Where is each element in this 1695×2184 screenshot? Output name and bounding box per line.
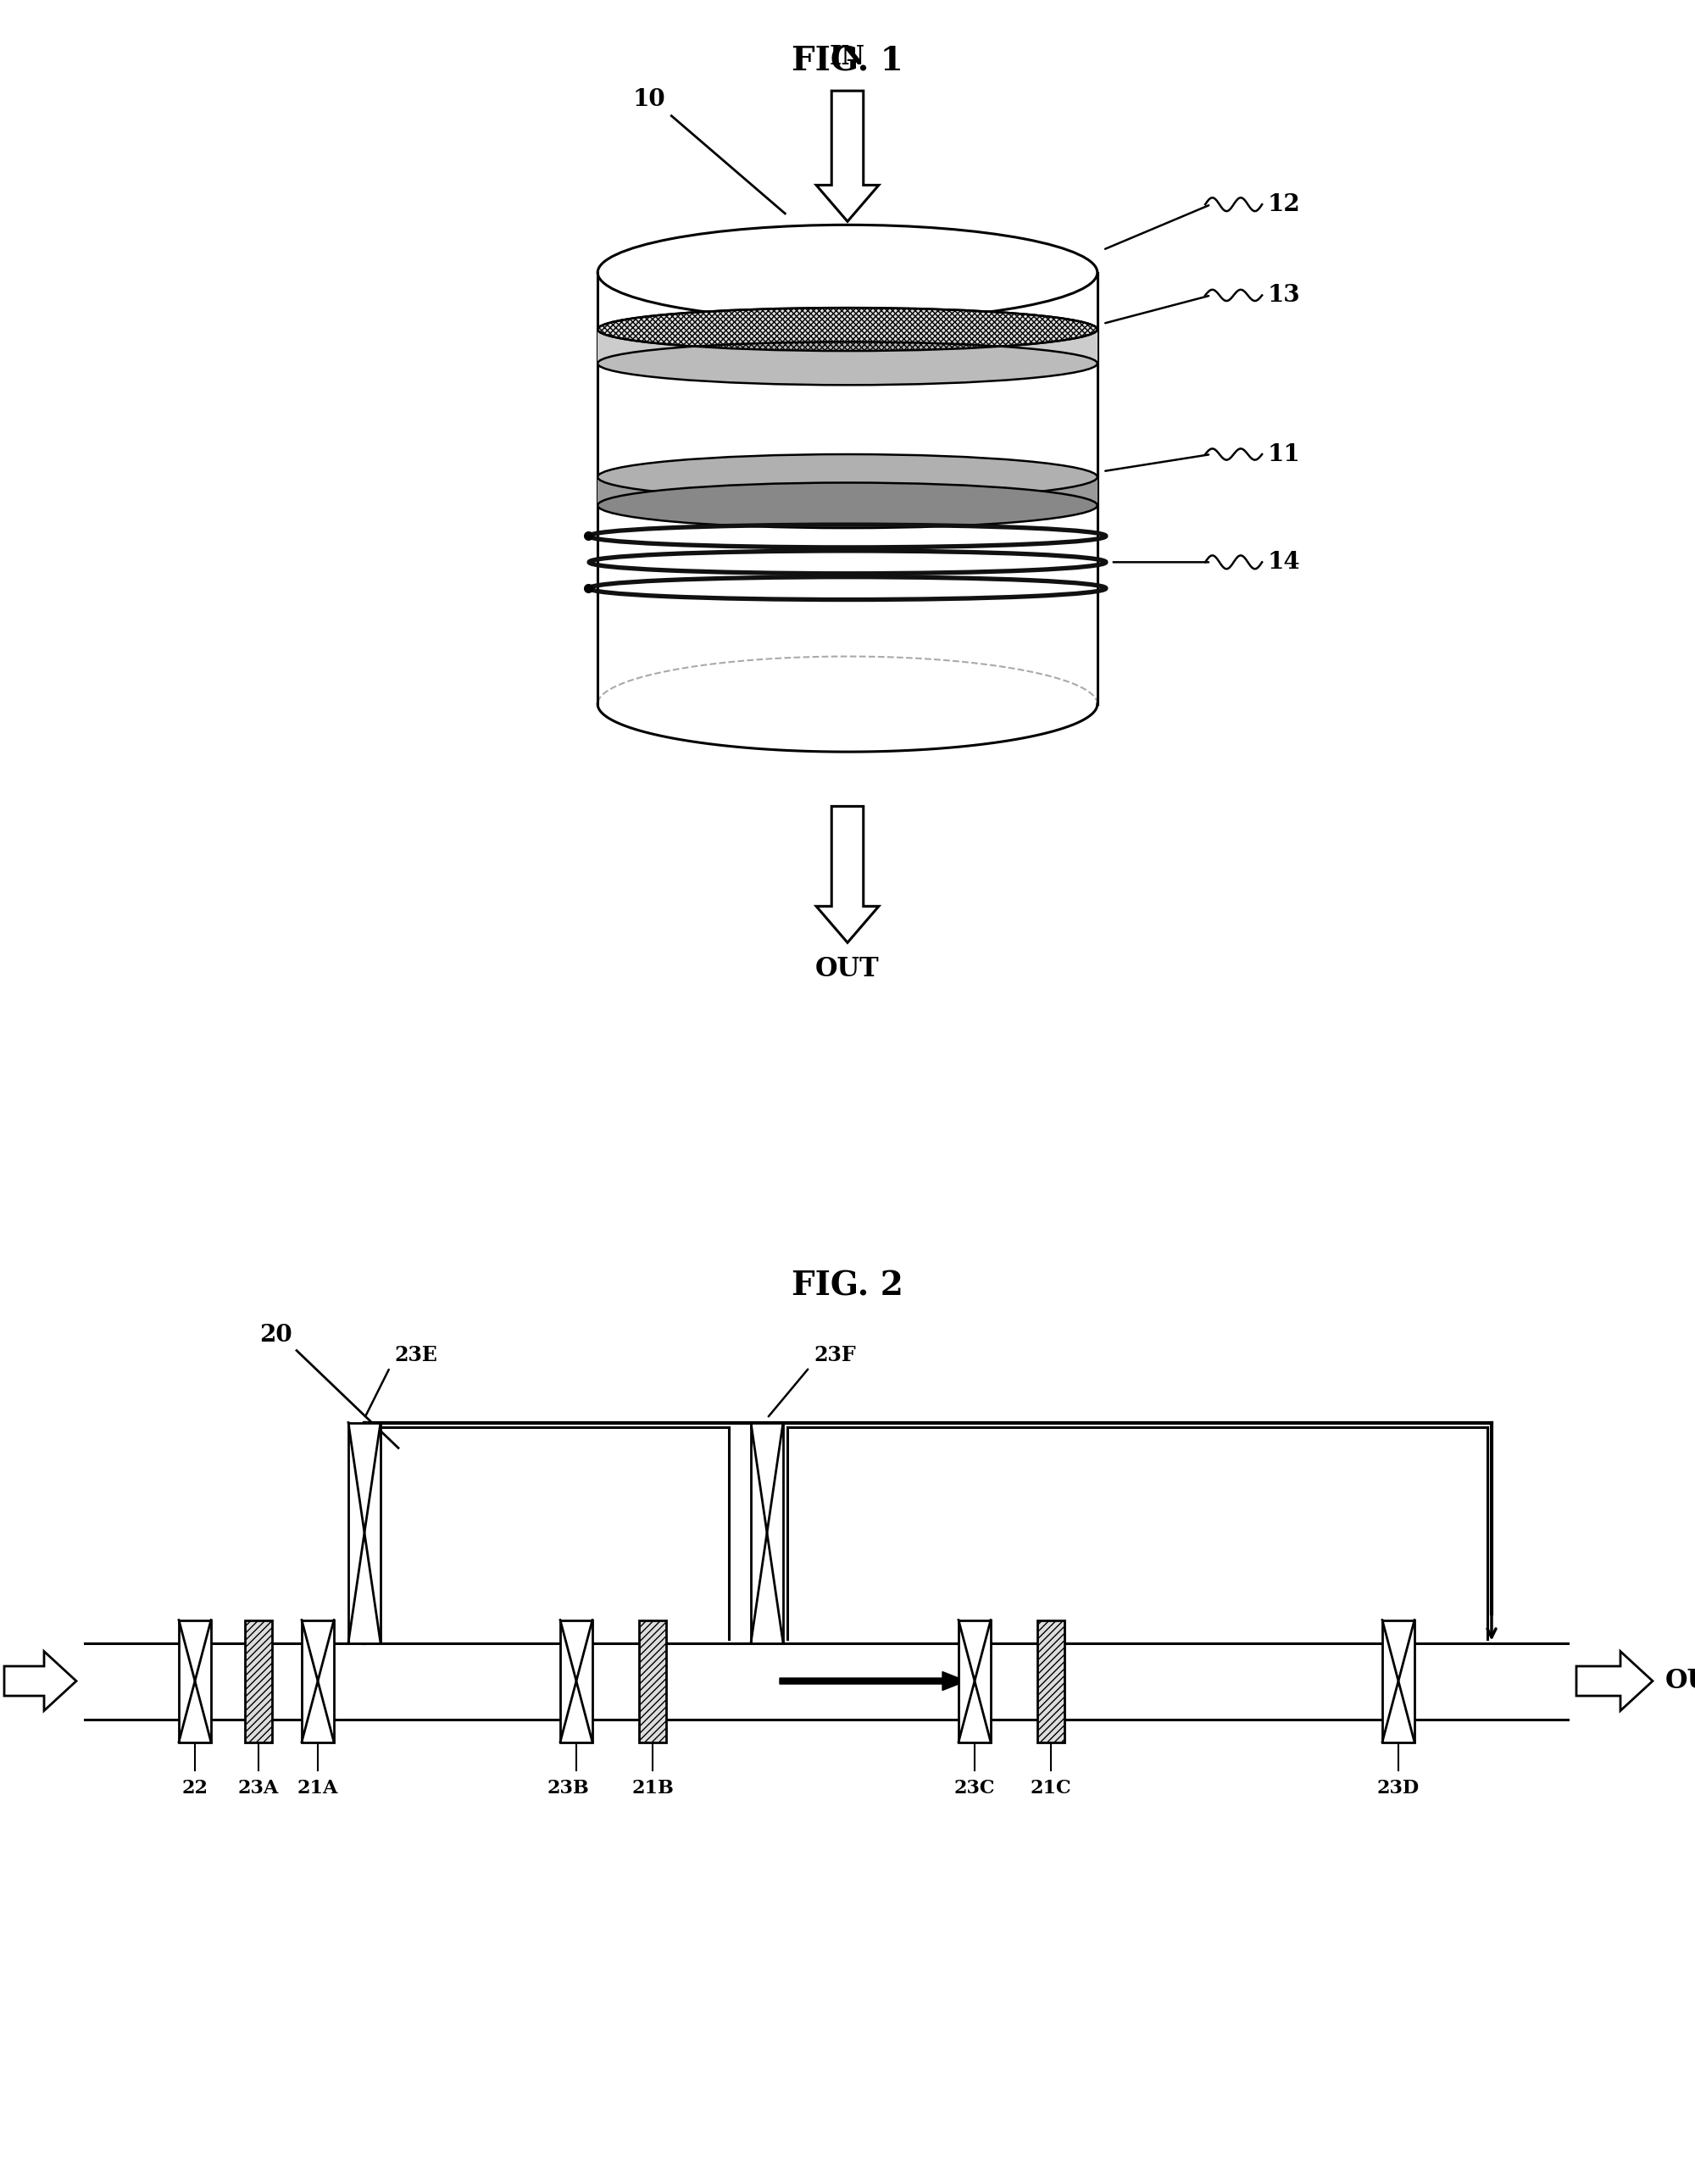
Bar — [1037, 1621, 1064, 1743]
Bar — [751, 1422, 783, 1642]
FancyArrow shape — [817, 92, 878, 221]
FancyArrow shape — [780, 1671, 966, 1690]
Text: 10: 10 — [632, 87, 666, 111]
Text: FIG. 1: FIG. 1 — [792, 46, 903, 79]
Bar — [349, 1422, 380, 1642]
FancyArrow shape — [5, 1651, 76, 1710]
Text: 23B: 23B — [547, 1778, 588, 1797]
Ellipse shape — [598, 483, 1097, 529]
Bar — [639, 1621, 666, 1743]
Bar — [1381, 1621, 1414, 1743]
Bar — [302, 1621, 334, 1743]
Text: 14: 14 — [1268, 550, 1300, 574]
Text: 23A: 23A — [237, 1778, 280, 1797]
FancyArrow shape — [1576, 1651, 1653, 1710]
FancyArrow shape — [817, 806, 878, 943]
Text: 23F: 23F — [814, 1345, 856, 1365]
Text: OUT: OUT — [1664, 1669, 1695, 1695]
Text: IN: IN — [829, 44, 866, 70]
Ellipse shape — [598, 308, 1097, 352]
Text: 20: 20 — [259, 1324, 293, 1345]
Text: 22: 22 — [181, 1778, 208, 1797]
Text: FIG. 2: FIG. 2 — [792, 1269, 903, 1302]
Ellipse shape — [598, 343, 1097, 384]
Text: 11: 11 — [1268, 443, 1300, 465]
Text: 21C: 21C — [1031, 1778, 1071, 1797]
Text: 23C: 23C — [954, 1778, 995, 1797]
Bar — [598, 476, 1097, 505]
Bar — [559, 1621, 593, 1743]
Text: 23D: 23D — [1376, 1778, 1420, 1797]
Bar — [959, 1621, 990, 1743]
Text: 13: 13 — [1268, 284, 1300, 306]
Text: 21A: 21A — [297, 1778, 339, 1797]
Text: 21B: 21B — [632, 1778, 673, 1797]
Bar — [598, 330, 1097, 363]
Text: OUT: OUT — [815, 957, 880, 983]
Text: 23E: 23E — [393, 1345, 437, 1365]
Bar — [244, 1621, 273, 1743]
Ellipse shape — [598, 454, 1097, 500]
Text: 12: 12 — [1268, 192, 1300, 216]
Bar — [180, 1621, 210, 1743]
